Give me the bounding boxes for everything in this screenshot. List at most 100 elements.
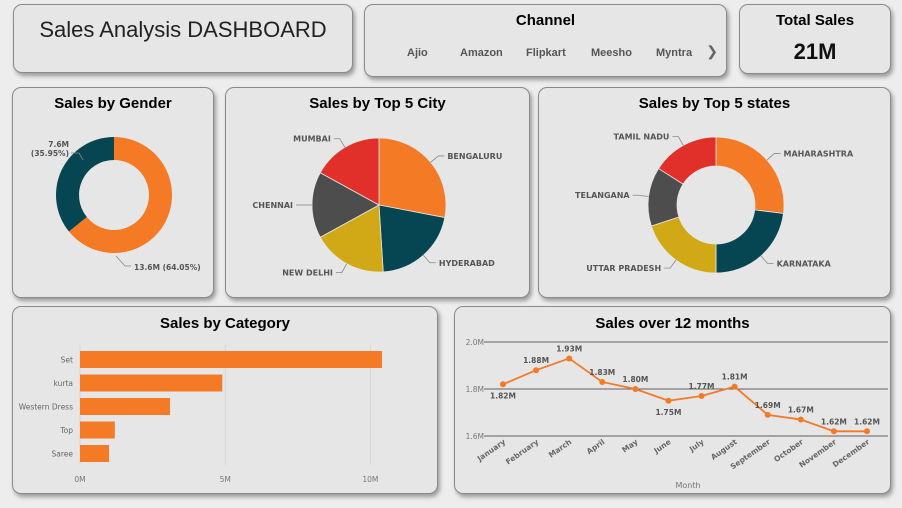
city-card: Sales by Top 5 City BENGALURU HYDERABAD NE… (225, 87, 530, 298)
monthly-data-label: 1.67M (788, 406, 814, 415)
monthly-point[interactable] (731, 383, 738, 390)
monthly-data-label: 1.75M (655, 408, 681, 417)
gender-card: Sales by Gender 13.6M (64.05%) 7.6M (35.95… (12, 87, 214, 298)
monthly-point[interactable] (864, 428, 870, 435)
channel-item-amazon[interactable]: Amazon (460, 47, 503, 59)
monthly-data-label: 1.88M (523, 356, 549, 365)
category-tick-label: 0M (74, 475, 85, 484)
category-label: Set (61, 356, 73, 365)
gender-label: 7.6M (35.95%) (31, 140, 69, 158)
category-title: Sales by Category (159, 315, 291, 332)
city-label: CHENNAI (252, 201, 293, 210)
state-leader-line (672, 136, 684, 146)
total-sales-card: Total Sales 21M (739, 4, 891, 74)
state-leader-line (766, 153, 781, 161)
category-label: kurta (54, 379, 74, 388)
city-slice[interactable] (378, 137, 447, 219)
monthly-data-label: 1.69M (755, 401, 781, 410)
page-title: Sales Analysis DASHBOARD (39, 17, 327, 42)
category-card: Sales by Category 0M 5M 10M Set kurta Western… (12, 306, 438, 494)
monthly-data-label: 1.62M (821, 417, 847, 426)
total-sales-title: Total Sales (775, 12, 855, 29)
channel-title: Channel (515, 12, 576, 29)
monthly-data-label: 1.83M (589, 368, 615, 377)
category-label: Western Dress (19, 403, 73, 412)
monthly-data-label: 1.77M (689, 382, 715, 391)
monthly-data-label: 1.80M (622, 375, 648, 384)
chevron-right-icon[interactable]: ❯ (706, 43, 718, 59)
monthly-y-tick: 2.0M (466, 338, 484, 347)
state-label: KARNATAKA (777, 260, 832, 269)
state-label: TAMIL NADU (614, 133, 670, 142)
channel-item-flipkart[interactable]: Flipkart (526, 47, 566, 59)
city-slice[interactable] (311, 172, 380, 238)
monthly-data-label: 1.81M (722, 373, 748, 382)
gender-leader-line (71, 152, 84, 161)
city-leader-line (333, 138, 346, 148)
state-slice[interactable] (658, 136, 717, 185)
category-bar[interactable] (80, 351, 382, 368)
state-leader-line (664, 259, 677, 269)
category-bar[interactable] (80, 374, 223, 392)
city-pie-chart[interactable]: BENGALURU HYDERABAD NEW DELHI CHENNAI MUMBAI (226, 88, 530, 298)
states-card: Sales by Top 5 states MAHARASHTRA KARNATA… (538, 87, 891, 298)
monthly-data-label: 1.93M (556, 344, 582, 353)
category-bar-chart[interactable]: 0M 5M 10M Set kurta Western Dress Top Saree (13, 307, 438, 494)
monthly-point[interactable] (599, 378, 606, 385)
category-tick-label: 10M (362, 475, 378, 484)
monthly-point[interactable] (566, 355, 573, 362)
gender-donut-chart[interactable]: 13.6M (64.05%) 7.6M (35.95%) (13, 88, 214, 298)
monthly-x-tick: April (585, 437, 607, 456)
monthly-x-tick: August (709, 437, 739, 462)
monthly-x-tick: June (651, 437, 672, 456)
city-leader-line (423, 254, 436, 264)
state-leader-line (760, 255, 774, 264)
monthly-point[interactable] (500, 381, 506, 388)
state-label: UTTAR PRADESH (586, 264, 661, 273)
gender-slice[interactable] (68, 137, 173, 253)
monthly-point[interactable] (665, 397, 672, 404)
city-slice[interactable] (319, 204, 384, 273)
monthly-data-label: 1.82M (490, 391, 516, 400)
monthly-series-line (502, 357, 867, 433)
gender-title: Sales by Gender (54, 95, 172, 112)
channel-item-meesho[interactable]: Meesho (591, 47, 632, 59)
channel-slicer: Channel Ajio Amazon Flipkart Meesho Mynt… (364, 4, 727, 77)
category-label: Top (59, 426, 73, 435)
gender-leader-line (115, 255, 131, 267)
monthly-data-label: 1.62M (854, 417, 880, 426)
monthly-point[interactable] (698, 393, 705, 400)
gender-label: 13.6M (64.05%) (134, 263, 201, 272)
city-label: BENGALURU (447, 152, 502, 161)
gender-slice[interactable] (56, 137, 114, 232)
category-tick-label: 5M (220, 475, 231, 484)
monthly-y-tick: 1.6M (466, 432, 484, 441)
monthly-point[interactable] (830, 428, 837, 435)
city-slice[interactable] (378, 204, 446, 273)
monthly-title: Sales over 12 months (595, 315, 750, 332)
monthly-line-chart[interactable]: 1.6M 1.8M 2.0M 1.82M January 1.88M February 1.9… (455, 307, 891, 494)
monthly-x-tick: February (504, 437, 540, 466)
city-slice[interactable] (319, 137, 380, 206)
states-donut-chart[interactable]: MAHARASHTRA KARNATAKA UTTAR PRADESH TELANGA… (539, 88, 891, 298)
category-bar[interactable] (80, 421, 115, 439)
channel-item-ajio[interactable]: Ajio (407, 47, 428, 59)
state-slice[interactable] (715, 136, 785, 214)
title-card: Sales Analysis DASHBOARD (13, 4, 353, 73)
channel-item-myntra[interactable]: Myntra (656, 47, 693, 59)
monthly-x-tick: May (620, 437, 639, 454)
category-bar[interactable] (80, 398, 171, 415)
state-label: TELANGANA (575, 191, 630, 200)
category-bar[interactable] (80, 445, 110, 462)
monthly-point[interactable] (797, 416, 804, 423)
city-title: Sales by Top 5 City (309, 95, 446, 112)
monthly-point[interactable] (764, 411, 771, 418)
states-title: Sales by Top 5 states (638, 95, 791, 112)
city-label: HYDERABAD (439, 259, 495, 268)
city-leader-line (335, 263, 348, 273)
city-label: MUMBAI (293, 135, 331, 144)
monthly-point[interactable] (533, 367, 540, 374)
total-sales-value: 21M (793, 39, 837, 64)
monthly-point[interactable] (632, 386, 639, 392)
city-label: NEW DELHI (282, 268, 333, 277)
